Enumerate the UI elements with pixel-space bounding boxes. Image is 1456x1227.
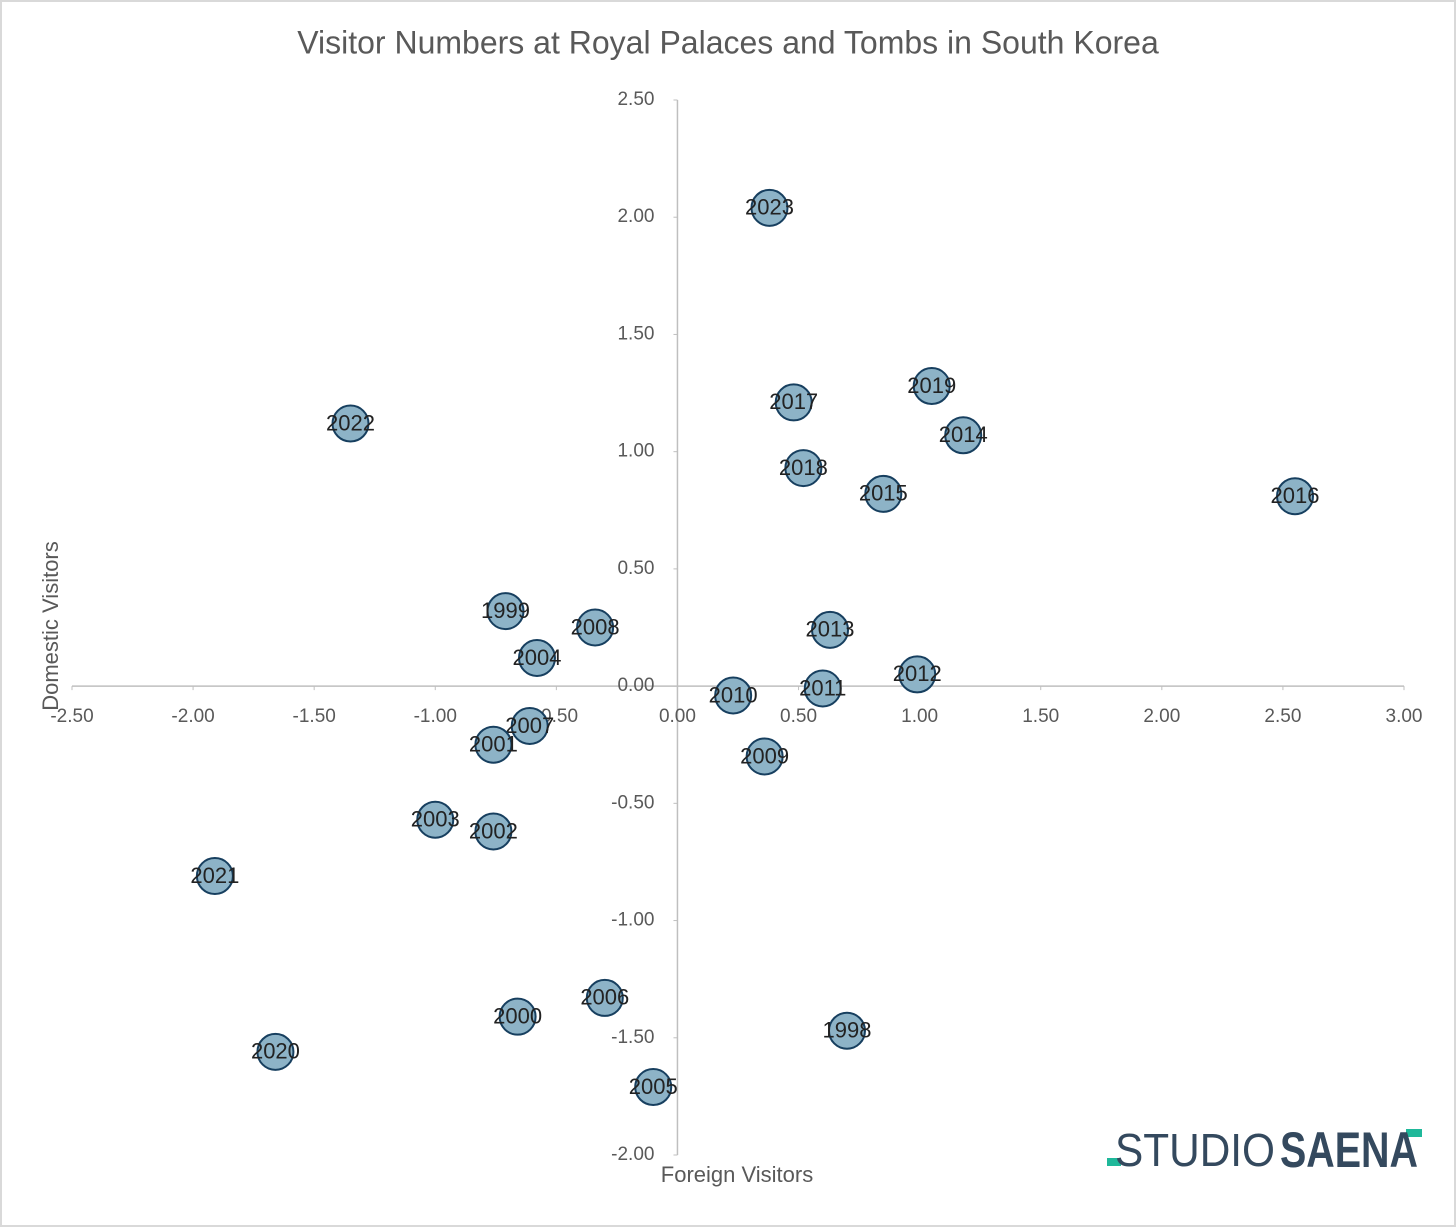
x-tick-label: 2.50: [1264, 706, 1301, 727]
point: [576, 608, 615, 647]
point: [1276, 477, 1315, 516]
point-label: 2003: [411, 807, 460, 832]
y-tick-label: 2.50: [617, 89, 654, 110]
point-label: 2001: [469, 732, 518, 757]
y-tick-label: 1.50: [617, 323, 654, 344]
point-label: 2002: [469, 818, 518, 843]
point: [784, 449, 823, 488]
point: [745, 737, 784, 776]
point: [750, 188, 789, 227]
point: [912, 367, 951, 406]
point: [486, 592, 525, 631]
point-label: 2017: [769, 389, 818, 414]
point-label: 2007: [505, 713, 554, 738]
y-tick-label: -2.00: [611, 1144, 654, 1165]
point-label: 2016: [1271, 483, 1320, 508]
y-tick-label: 1.00: [617, 441, 654, 462]
logo-accent: [1107, 1158, 1121, 1166]
point: [474, 812, 513, 851]
point: [195, 857, 234, 896]
point-label: 2008: [571, 614, 620, 639]
point-label: 2015: [859, 481, 908, 506]
y-tick-label: -1.00: [611, 910, 654, 931]
point-label: 2000: [493, 1003, 542, 1028]
point: [585, 978, 624, 1017]
logo-text: SAENA: [1280, 1122, 1418, 1178]
point: [416, 800, 455, 839]
x-tick-label: -2.00: [171, 706, 214, 727]
point: [256, 1032, 295, 1071]
y-tick-label: -0.50: [611, 792, 654, 813]
x-tick-label: 1.50: [1022, 706, 1059, 727]
point: [944, 416, 983, 455]
point-label: 2005: [629, 1074, 678, 1099]
point-label: 2022: [326, 410, 375, 435]
logo-text: STUDIO: [1115, 1124, 1275, 1176]
point: [898, 655, 937, 694]
y-tick-label: 2.00: [617, 206, 654, 227]
x-axis-title: Foreign Visitors: [661, 1162, 813, 1187]
point: [474, 725, 513, 764]
point: [827, 1011, 866, 1050]
y-tick-label: -1.50: [611, 1027, 654, 1048]
point: [331, 404, 370, 443]
point-label: 2012: [893, 661, 942, 686]
point-label: 2009: [740, 743, 789, 768]
point: [634, 1068, 673, 1107]
point: [803, 669, 842, 708]
point-label: 2014: [939, 422, 988, 447]
point-label: 2006: [580, 985, 629, 1010]
y-tick-label: 0.00: [617, 675, 654, 696]
point: [517, 638, 556, 677]
x-tick-label: -2.50: [50, 706, 93, 727]
point-label: 2010: [709, 682, 758, 707]
point-label: 2021: [190, 863, 239, 888]
chart-title: Visitor Numbers at Royal Palaces and Tom…: [297, 24, 1159, 60]
point: [774, 383, 813, 422]
logo-accent: [1406, 1129, 1422, 1137]
x-tick-label: 0.00: [659, 706, 696, 727]
x-tick-label: 2.00: [1143, 706, 1180, 727]
x-tick-label: 1.00: [901, 706, 938, 727]
point: [864, 474, 903, 513]
point-label: 2020: [251, 1039, 300, 1064]
x-tick-label: 0.50: [780, 706, 817, 727]
x-tick-label: -1.50: [293, 706, 336, 727]
point-label: 1998: [823, 1018, 872, 1043]
x-tick-label: -1.00: [414, 706, 457, 727]
point-label: 2011: [799, 675, 846, 700]
y-tick-label: 0.50: [617, 558, 654, 579]
point: [498, 997, 537, 1036]
x-tick-label: 3.00: [1386, 706, 1423, 727]
point: [714, 676, 753, 715]
point: [510, 706, 549, 745]
point-label: 2013: [806, 617, 855, 642]
point-label: 2004: [513, 645, 562, 670]
point-label: 2018: [779, 455, 828, 480]
point-label: 2019: [907, 373, 956, 398]
point-label: 1999: [481, 598, 530, 623]
y-axis-title: Domestic Visitors: [38, 541, 63, 711]
point-label: 2023: [745, 195, 794, 220]
point: [811, 610, 850, 649]
